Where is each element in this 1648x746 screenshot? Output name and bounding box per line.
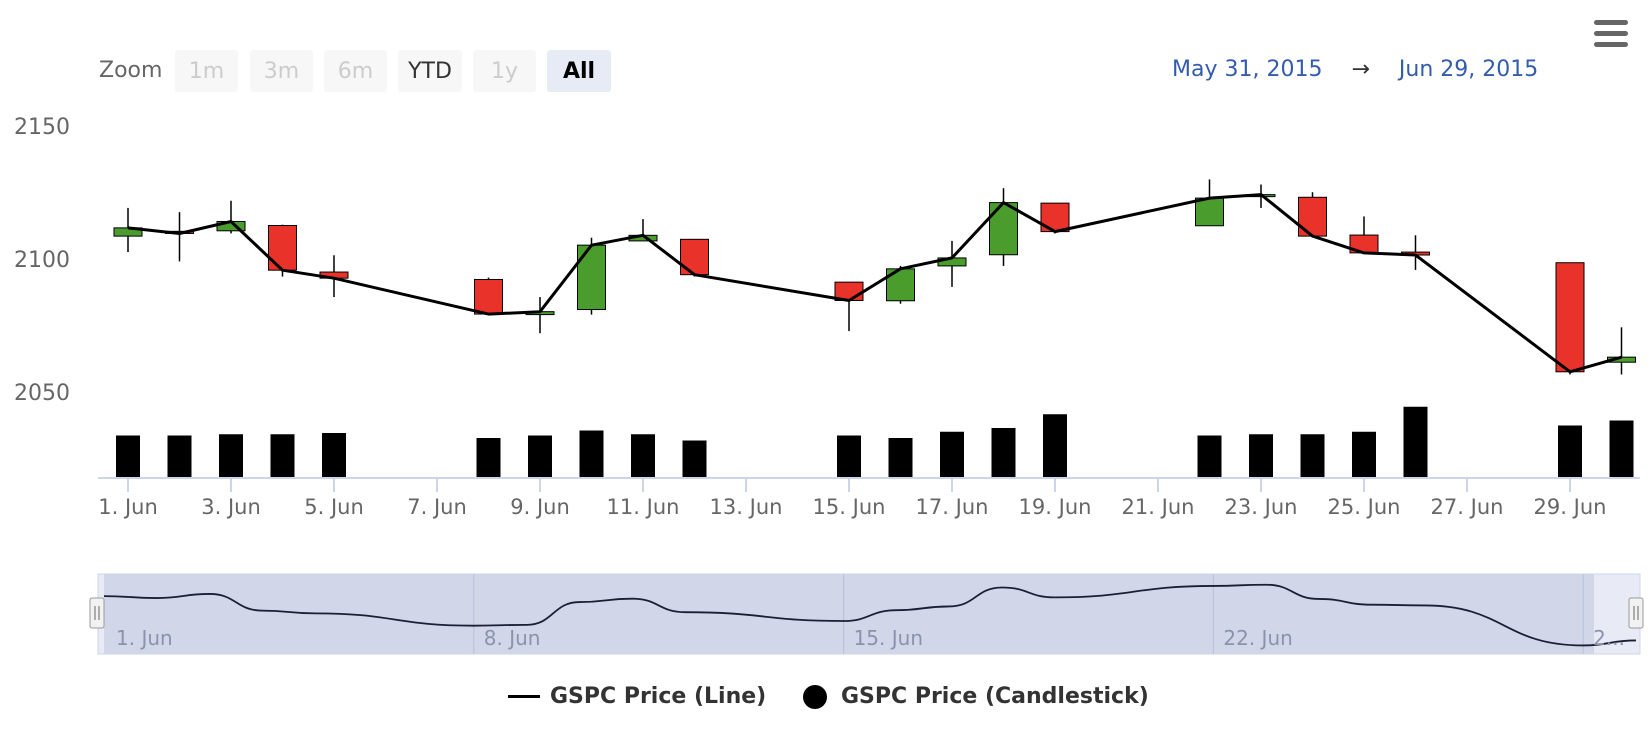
volume-bar <box>1609 420 1634 478</box>
x-tick-label: 1. Jun <box>98 495 158 519</box>
x-tick-label: 5. Jun <box>304 495 364 519</box>
volume-series <box>116 406 1634 478</box>
candle-down <box>474 278 503 315</box>
candlestick-series <box>113 179 1636 375</box>
x-tick-label: 23. Jun <box>1225 495 1298 519</box>
x-tick-label: 11. Jun <box>607 495 680 519</box>
zoom-1y-button[interactable]: 1y <box>473 50 536 92</box>
x-tick-label: 15. Jun <box>813 495 886 519</box>
x-axis: 1. Jun 3. Jun 5. Jun 7. Jun 9. Jun 11. Jun 13.… <box>98 478 1606 519</box>
volume-bar <box>631 434 655 478</box>
navigator-tick-label: 2... <box>1593 626 1625 650</box>
volume-bar <box>219 434 243 478</box>
navigator-right-handle[interactable] <box>1628 597 1644 629</box>
x-tick-label: 7. Jun <box>407 495 467 519</box>
volume-bar <box>1043 414 1067 478</box>
navigator-line <box>103 583 1637 647</box>
x-tick-label: 27. Jun <box>1431 495 1504 519</box>
legend-item-candlestick[interactable]: GSPC Price (Candlestick) <box>803 684 1149 709</box>
hamburger-menu-icon[interactable] <box>1594 20 1628 50</box>
volume-bar <box>682 440 707 478</box>
navigator: 1. Jun 8. Jun 15. Jun 22. Jun 2... <box>89 573 1644 655</box>
x-tick-label: 19. Jun <box>1019 495 1092 519</box>
y-tick-label: 2100 <box>14 248 70 273</box>
arrow-icon: → <box>1351 57 1370 82</box>
volume-bar <box>1352 431 1376 478</box>
zoom-3m-button[interactable]: 3m <box>250 50 313 92</box>
x-tick-label: 21. Jun <box>1122 495 1195 519</box>
y-tick-label: 2050 <box>14 381 70 406</box>
navigator-tick-label: 15. Jun <box>854 626 923 650</box>
x-tick-label: 3. Jun <box>201 495 261 519</box>
date-range: May 31, 2015 → Jun 29, 2015 <box>1172 57 1538 82</box>
zoom-6m-button[interactable]: 6m <box>324 50 387 92</box>
navigator-grid <box>473 574 1584 654</box>
zoom-label: Zoom <box>99 58 163 83</box>
volume-bar <box>579 430 604 478</box>
legend-candle-label: GSPC Price (Candlestick) <box>841 684 1149 709</box>
candle-down <box>680 238 709 276</box>
candle-down <box>1555 262 1585 373</box>
x-tick-label: 17. Jun <box>916 495 989 519</box>
price-line-series <box>127 193 1622 374</box>
x-tick-label: 25. Jun <box>1328 495 1401 519</box>
navigator-tick-label: 22. Jun <box>1223 626 1292 650</box>
from-date-input[interactable]: May 31, 2015 <box>1172 57 1323 82</box>
candle-down <box>1298 196 1327 237</box>
volume-bar <box>322 433 346 478</box>
y-tick-label: 2150 <box>14 115 70 140</box>
to-date-input[interactable]: Jun 29, 2015 <box>1398 57 1539 82</box>
volume-bar <box>837 435 861 478</box>
volume-bar <box>1197 435 1222 478</box>
legend-line-label: GSPC Price (Line) <box>550 684 767 709</box>
volume-bar <box>167 435 192 478</box>
volume-bar <box>528 435 552 478</box>
zoom-all-button[interactable]: All <box>547 50 611 92</box>
volume-bar <box>888 438 913 478</box>
candle-up <box>577 244 606 311</box>
volume-bar <box>1558 425 1582 478</box>
volume-bar <box>270 434 295 478</box>
navigator-tick-label: 8. Jun <box>484 626 541 650</box>
candlestick-series-icon <box>803 684 827 709</box>
candle-down <box>268 224 297 271</box>
volume-bar <box>476 438 501 478</box>
volume-bar <box>1403 406 1428 478</box>
y-axis-labels: 2050 2100 2150 <box>14 115 70 406</box>
navigator-labels: 1. Jun 8. Jun 15. Jun 22. Jun 2... <box>116 626 1625 650</box>
candle-up <box>989 202 1018 256</box>
zoom-1m-button[interactable]: 1m <box>175 50 238 92</box>
volume-bar <box>1249 434 1273 478</box>
navigator-tick-label: 1. Jun <box>116 626 173 650</box>
volume-bar <box>991 428 1016 478</box>
volume-bar <box>1300 434 1325 478</box>
legend-item-line[interactable]: GSPC Price (Line) <box>508 684 766 709</box>
candle-up <box>113 227 143 237</box>
x-tick-label: 9. Jun <box>510 495 570 519</box>
line-series-icon <box>508 695 540 698</box>
x-tick-label: 29. Jun <box>1534 495 1607 519</box>
x-tick-label: 13. Jun <box>710 495 783 519</box>
volume-bar <box>116 435 140 478</box>
navigator-left-handle[interactable] <box>89 597 105 629</box>
volume-bar <box>940 431 964 478</box>
candle-up <box>1195 197 1224 227</box>
zoom-ytd-button[interactable]: YTD <box>398 50 462 92</box>
